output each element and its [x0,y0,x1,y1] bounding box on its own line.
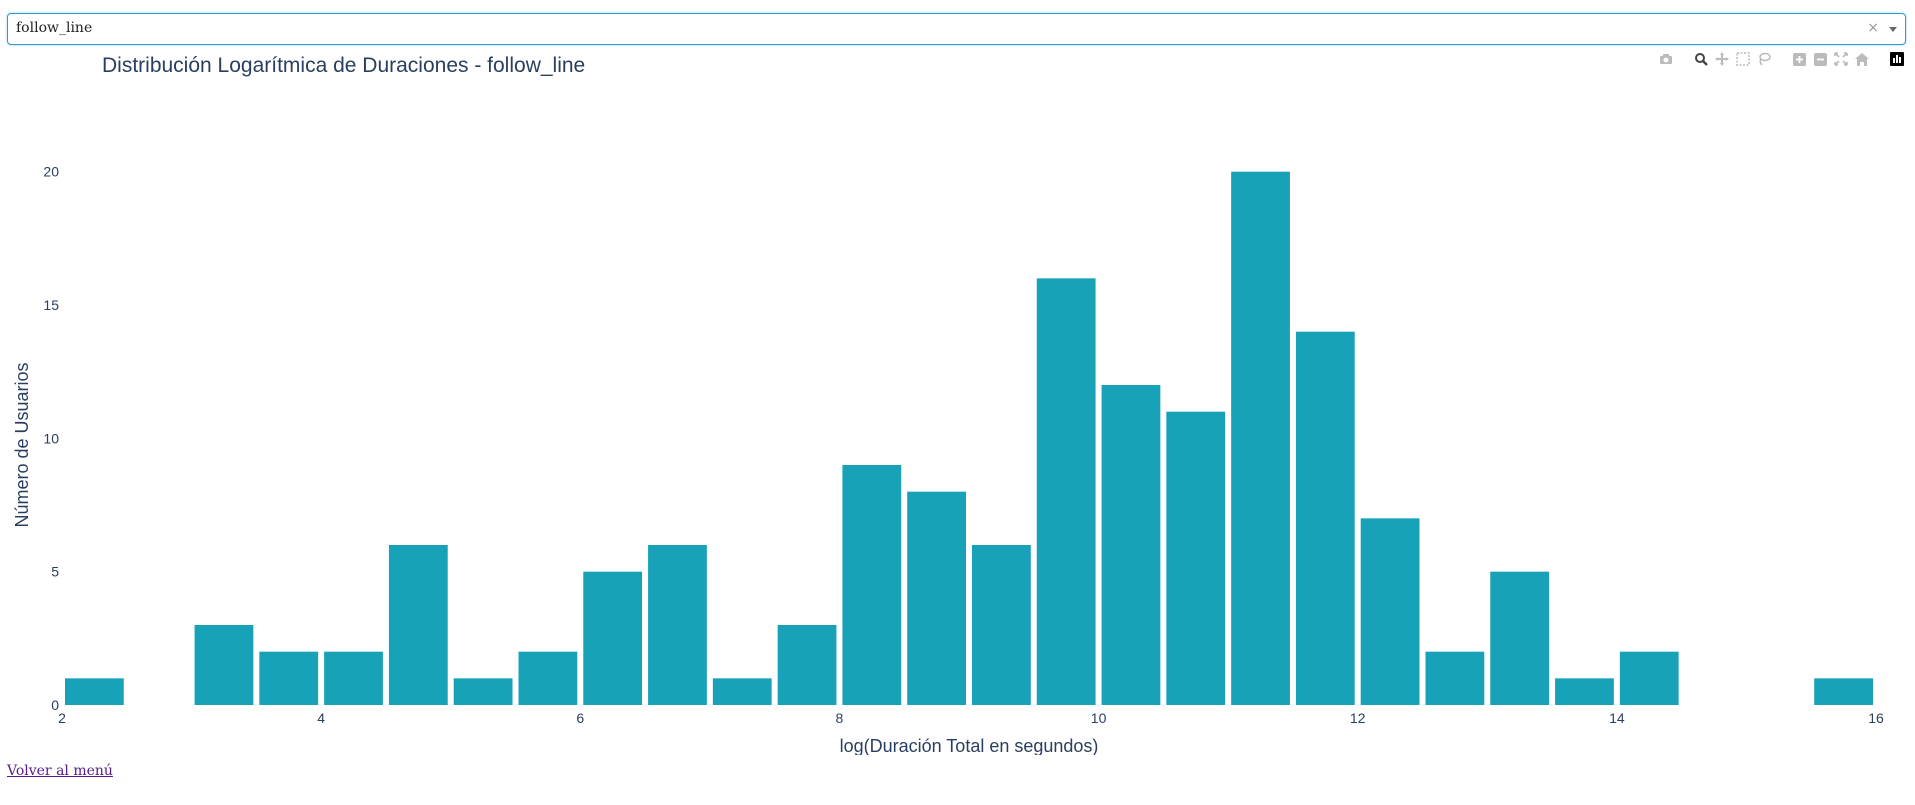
chart-title: Distribución Logarítmica de Duraciones -… [102,54,585,77]
x-tick-label: 8 [836,710,844,726]
back-to-menu-link[interactable]: Volver al menú [7,763,113,779]
bar [777,625,837,705]
chevron-down-icon[interactable] [1889,27,1897,32]
bar [259,651,319,705]
process-dropdown[interactable]: follow_line × [7,13,1906,45]
bar [65,678,124,705]
dropdown-value: follow_line [16,20,93,36]
y-axis-label: Número de Usuarios [12,362,32,527]
x-tick-label: 12 [1350,710,1366,726]
plotly-logo-icon[interactable] [1889,51,1905,67]
autoscale-icon[interactable] [1833,51,1849,67]
pan-icon[interactable] [1714,51,1730,67]
x-axis-label: log(Duración Total en segundos) [840,736,1099,755]
x-tick-label: 16 [1868,710,1884,726]
y-axis: 0 5 10 15 20 [43,164,59,713]
bar [907,491,966,705]
bar [712,678,772,705]
bar [1490,571,1550,705]
modebar [1653,50,1905,68]
y-tick-label: 15 [43,297,59,313]
bar [194,625,254,705]
bar [518,651,578,705]
bar [1231,171,1290,706]
y-tick-label: 20 [43,164,59,180]
x-tick-label: 14 [1609,710,1625,726]
bar [1619,651,1679,705]
reset-axes-icon[interactable] [1854,51,1870,67]
bar [1295,331,1355,705]
bar [453,678,513,705]
lasso-select-icon[interactable] [1756,51,1772,67]
x-tick-label: 2 [58,710,66,726]
y-tick-label: 10 [43,430,59,446]
x-tick-label: 6 [576,710,584,726]
bar [1360,518,1420,705]
bar [583,571,643,705]
bar [1166,411,1226,705]
y-tick-label: 5 [51,564,59,580]
bar [1555,678,1614,705]
zoom-in-icon[interactable] [1791,51,1807,67]
box-select-icon[interactable] [1735,51,1751,67]
histogram-chart: Distribución Logarítmica de Duraciones -… [12,54,1884,755]
x-axis: 2 4 6 8 10 12 14 16 [58,710,1884,726]
zoom-out-icon[interactable] [1812,51,1828,67]
bar [842,465,902,705]
clear-icon[interactable]: × [1867,20,1879,36]
bar [648,545,707,705]
bar [972,545,1031,705]
x-tick-label: 10 [1091,710,1107,726]
bar [1814,678,1873,705]
camera-icon[interactable] [1658,51,1674,67]
bar [388,545,448,705]
bar [1101,385,1161,705]
zoom-icon[interactable] [1693,51,1709,67]
bar [1425,651,1485,705]
bar [1036,278,1096,705]
y-tick-label: 0 [51,697,59,713]
bar [324,651,383,705]
bars [65,171,1873,706]
x-tick-label: 4 [317,710,325,726]
